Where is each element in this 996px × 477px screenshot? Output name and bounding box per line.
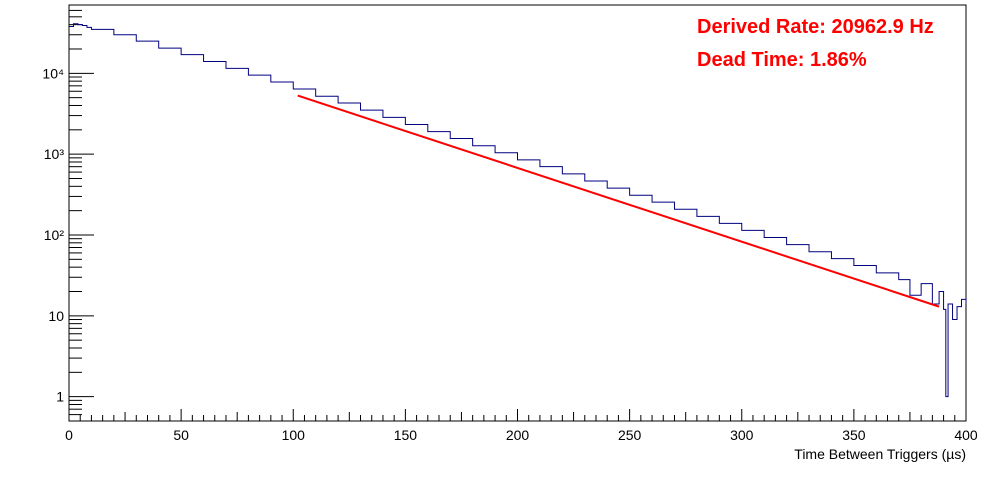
x-tick-label: 150 bbox=[394, 427, 418, 443]
y-tick-label: 10⁴ bbox=[42, 65, 64, 81]
y-tick-label: 10² bbox=[44, 227, 65, 243]
derived-rate-annotation: Derived Rate: 20962.9 Hz bbox=[697, 16, 934, 38]
x-tick-label: 400 bbox=[954, 427, 978, 443]
x-axis-ticks: 0 50 100 150 200 250 300 350 400 bbox=[65, 409, 978, 443]
x-tick-label: 100 bbox=[282, 427, 306, 443]
y-tick-label: 10³ bbox=[44, 146, 65, 162]
y-tick-label: 1 bbox=[56, 389, 64, 405]
x-tick-label: 50 bbox=[173, 427, 189, 443]
exponential-fit-line bbox=[297, 94, 940, 308]
x-tick-label: 200 bbox=[506, 427, 530, 443]
x-tick-label: 350 bbox=[842, 427, 866, 443]
y-tick-label: 10 bbox=[48, 308, 64, 324]
dead-time-annotation: Dead Time: 1.86% bbox=[697, 49, 867, 71]
x-axis-label: Time Between Triggers (µs) bbox=[794, 446, 966, 462]
x-tick-label: 250 bbox=[618, 427, 642, 443]
x-tick-label: 0 bbox=[65, 427, 73, 443]
x-tick-label: 300 bbox=[730, 427, 754, 443]
histogram-line bbox=[69, 23, 967, 398]
y-axis-ticks: 1 10 10² 10³ 10⁴ bbox=[42, 4, 94, 422]
